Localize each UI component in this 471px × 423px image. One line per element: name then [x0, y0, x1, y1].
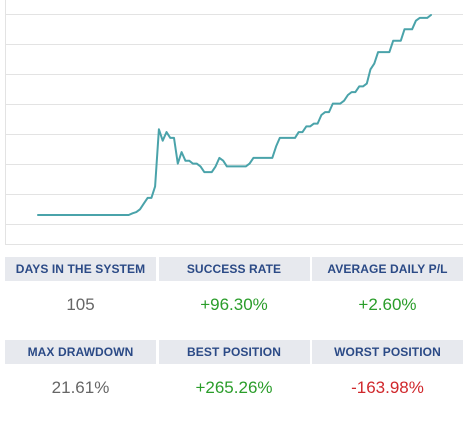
worst-position-header: WORST POSITION: [312, 340, 463, 364]
chart-grid: [5, 14, 463, 245]
average-daily-pl-header: AVERAGE DAILY P/L: [312, 257, 463, 281]
max-drawdown-value: 21.61%: [51, 378, 110, 397]
stats-row-bottom: MAX DRAWDOWN BEST POSITION WORST POSITIO…: [5, 340, 463, 422]
equity-chart: [5, 0, 463, 245]
equity-chart-svg: [5, 0, 463, 245]
equity-line: [37, 14, 432, 216]
days-in-system-value: 105: [66, 295, 95, 314]
stats-row-top: DAYS IN THE SYSTEM SUCCESS RATE AVERAGE …: [5, 257, 463, 339]
worst-position-value: -163.98%: [351, 378, 424, 397]
days-in-system-header: DAYS IN THE SYSTEM: [5, 257, 156, 281]
max-drawdown-header: MAX DRAWDOWN: [5, 340, 156, 364]
best-position-header: BEST POSITION: [158, 340, 310, 364]
best-position-value: +265.26%: [195, 378, 273, 397]
average-daily-pl-value: +2.60%: [358, 295, 417, 314]
success-rate-header: SUCCESS RATE: [158, 257, 310, 281]
success-rate-value: +96.30%: [200, 295, 268, 314]
